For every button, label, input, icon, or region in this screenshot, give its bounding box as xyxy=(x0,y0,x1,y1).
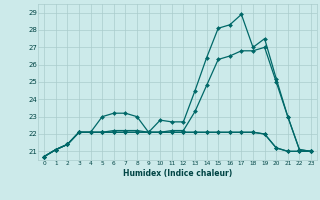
X-axis label: Humidex (Indice chaleur): Humidex (Indice chaleur) xyxy=(123,169,232,178)
